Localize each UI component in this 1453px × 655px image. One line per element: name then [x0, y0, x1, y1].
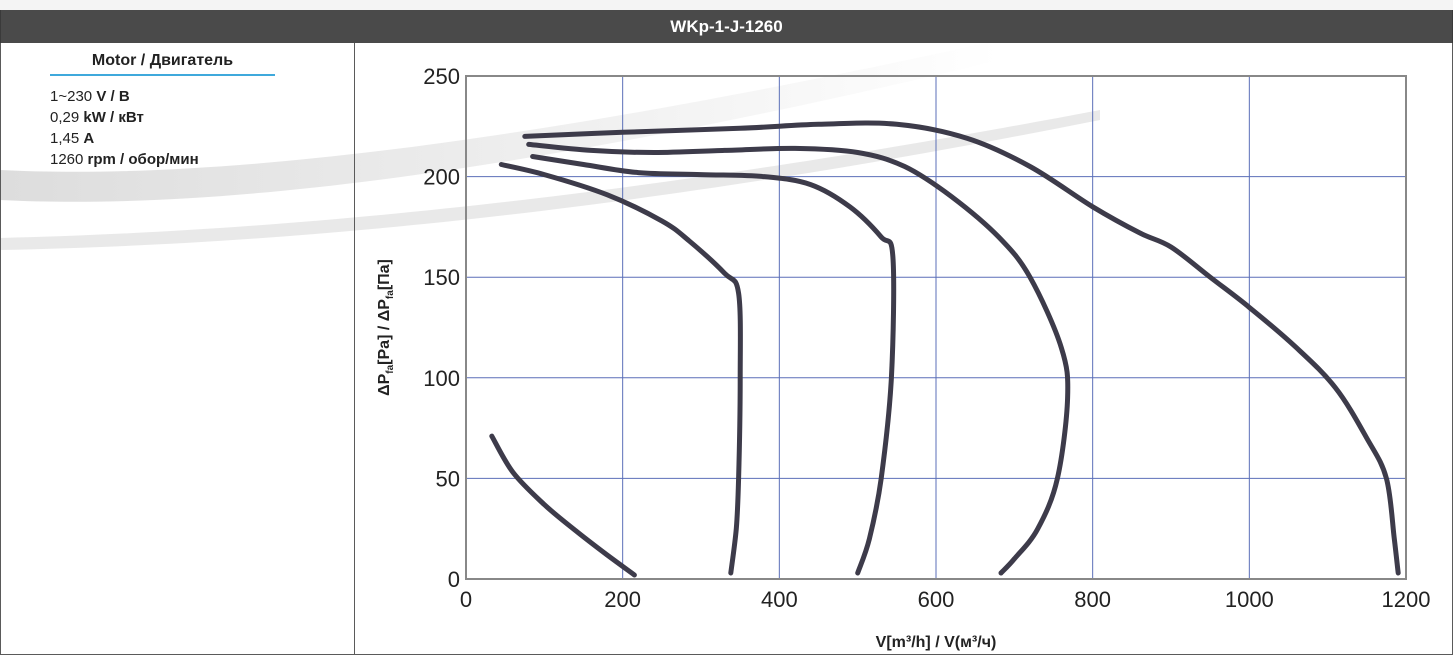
x-tick-label: 0 [460, 587, 472, 612]
y-tick-label: 50 [436, 466, 460, 491]
x-tick-label: 200 [604, 587, 641, 612]
fan-curve-5 [522, 120, 1401, 576]
fan-curve-2 [498, 162, 743, 576]
y-tick-label: 250 [423, 64, 460, 89]
x-tick-label: 400 [761, 587, 798, 612]
chart-series [489, 120, 1401, 578]
x-tick-label: 800 [1074, 587, 1111, 612]
spec-current: 1,45 A [50, 130, 95, 147]
plot-frame [465, 75, 1407, 580]
panel-divider [354, 43, 355, 655]
performance-chart: 0 200 400 600 800 1000 1200 0 50 100 150 200 250 V[m… [376, 64, 1430, 651]
motor-specs-panel: Motor / Двигатель 1~230 V / В 0,29 kW / … [50, 52, 280, 170]
fan-curve-1 [489, 433, 637, 578]
spec-speed: 1260 rpm / обор/мин [50, 151, 199, 168]
y-axis-label: ΔPfa[Pa] / ΔPfa[Па] [376, 259, 396, 396]
y-tick-label: 100 [423, 366, 460, 391]
axis-ticks: 0 200 400 600 800 1000 1200 0 50 100 150 200 250 [423, 64, 1430, 612]
y-tick-label: 0 [448, 567, 460, 592]
spec-voltage: 1~230 V / В [50, 88, 130, 105]
x-axis-label: V[m³/h] / V(м³/ч) [876, 634, 997, 651]
page-title: WKp-1-J-1260 [0, 10, 1453, 43]
motor-title: Motor / Двигатель [50, 52, 275, 76]
fan-curve-4 [526, 141, 1071, 576]
spec-power: 0,29 kW / кВт [50, 109, 144, 126]
x-tick-label: 600 [918, 587, 955, 612]
y-tick-label: 150 [423, 265, 460, 290]
chart-grid [466, 76, 1406, 579]
y-tick-label: 200 [423, 165, 460, 190]
fan-curve-3 [530, 154, 897, 576]
x-tick-label: 1200 [1382, 587, 1431, 612]
x-tick-label: 1000 [1225, 587, 1274, 612]
